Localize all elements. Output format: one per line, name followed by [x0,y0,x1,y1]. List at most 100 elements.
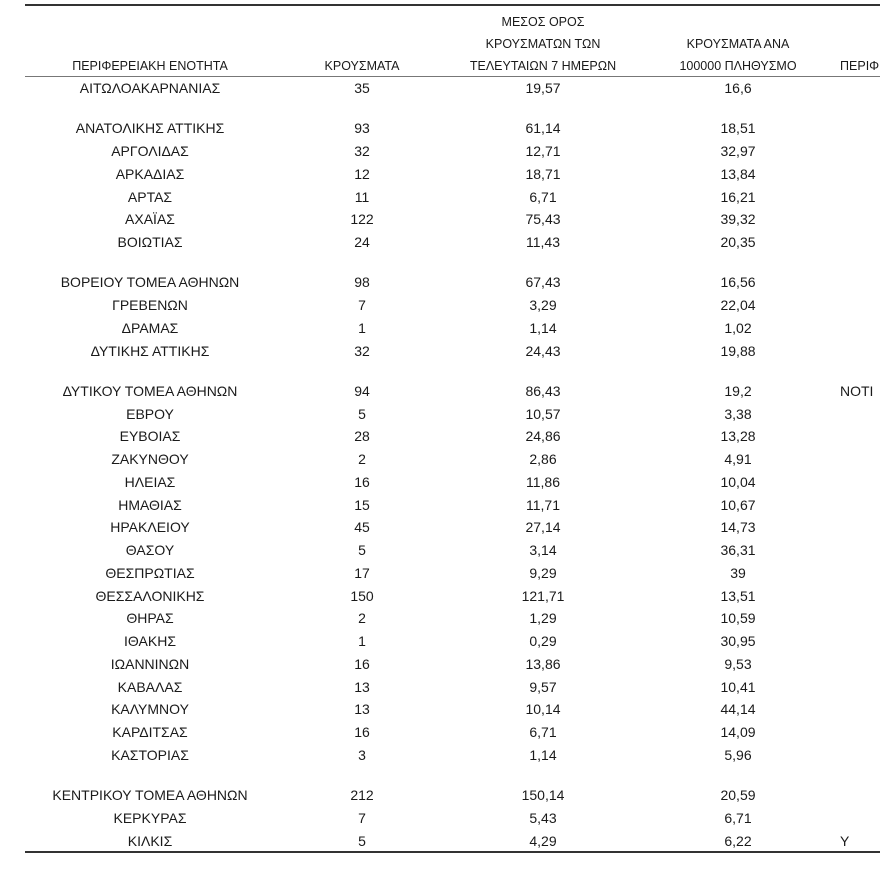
weekly-average: 1,29 [529,610,557,627]
cases-per-100k: 13,84 [720,165,756,182]
cases-per-100k: 20,35 [720,234,756,250]
weekly-average: 12,71 [525,143,561,159]
weekly-average: 10,14 [525,701,561,718]
cases: 32 [354,143,370,159]
cases-per-100k: 6,71 [724,809,752,826]
region-name: ΚΙΛΚΙΣ [127,832,173,849]
weekly-average: 9,57 [529,678,557,695]
weekly-average: 2,86 [529,451,557,467]
weekly-average: 11,71 [526,496,560,513]
cases-per-100k: 36,31 [720,542,756,558]
region-name: ΑΙΤΩΛΟΑΚΑΡΝΑΝΙΑΣ [79,80,221,96]
cases-per-100k: 4,91 [724,451,752,467]
cases-per-100k: 14,09 [720,724,756,740]
cases: 150 [350,587,374,604]
top-rule [25,4,880,6]
cases-per-100k: 16,6 [724,80,752,96]
cases-per-100k: 9,53 [724,655,752,672]
cases-per-100k: 19,88 [720,342,756,359]
cases: 93 [354,120,370,137]
cases-per-100k: 13,28 [720,428,756,445]
cases: 98 [354,274,370,291]
weekly-average: 1,14 [529,746,557,763]
region-name: ΙΘΑΚΗΣ [124,633,176,649]
clipped-cell: Υ [840,832,850,849]
column-header: ΚΡΟΥΣΜΑΤΩΝ ΤΩΝ [485,37,601,51]
weekly-average: 150,14 [521,787,565,803]
weekly-average: 86,43 [525,382,561,399]
cases: 1 [358,319,366,336]
weekly-average: 10,57 [525,405,561,422]
cases-per-100k: 19,2 [724,382,752,399]
region-name: ΕΥΒΟΙΑΣ [119,428,181,445]
cases: 17 [354,564,370,581]
weekly-average: 24,43 [525,342,561,359]
region-name: ΒΟΙΩΤΙΑΣ [117,234,183,250]
region-name: ΚΑΛΥΜΝΟΥ [111,701,189,718]
weekly-average: 0,29 [529,633,557,649]
weekly-average: 5,43 [529,809,557,826]
region-name: ΑΡΓΟΛΙΔΑΣ [111,143,189,159]
region-name: ΕΒΡΟΥ [126,405,174,422]
cases-per-100k: 22,04 [720,297,756,313]
region-name: ΑΝΑΤΟΛΙΚΗΣ ΑΤΤΙΚΗΣ [75,120,225,137]
weekly-average: 3,14 [529,542,557,558]
cases-per-100k: 18,51 [720,120,756,137]
cases-per-100k: 13,51 [720,587,756,604]
clipped-cell: ΝΟΤΙ [840,382,874,399]
cases: 3 [358,746,366,763]
region-name: ΔΥΤΙΚΟΥ ΤΟΜΕΑ ΑΘΗΝΩΝ [62,382,238,399]
cases: 45 [354,519,370,536]
cases: 5 [358,832,366,849]
cases: 13 [354,678,370,695]
cases-per-100k: 39,32 [720,211,756,228]
weekly-average: 61,14 [525,120,561,137]
cases-per-100k: 3,38 [724,405,752,422]
region-name: ΑΧΑΪΑΣ [125,211,175,228]
weekly-average: 13,86 [525,655,561,672]
region-name: ΚΑΒΑΛΑΣ [117,678,183,695]
weekly-average: 4,29 [529,832,557,849]
region-name: ΘΑΣΟΥ [125,542,175,558]
column-header: 100000 ΠΛΗΘΥΣΜΟ [679,59,797,73]
weekly-average: 3,29 [529,297,557,313]
cases: 12 [354,165,370,182]
region-name: ΘΕΣΣΑΛΟΝΙΚΗΣ [95,587,205,604]
weekly-average: 67,43 [525,274,561,291]
column-header: ΠΕΡΙΦΕΡΕΙΑΚΗ ΕΝΟΤΗΤΑ [72,59,228,73]
region-name: ΚΕΝΤΡΙΚΟΥ ΤΟΜΕΑ ΑΘΗΝΩΝ [52,787,248,803]
region-name: ΒΟΡΕΙΟΥ ΤΟΜΕΑ ΑΘΗΝΩΝ [60,274,240,291]
cases-per-100k: 14,73 [720,519,756,536]
cases-per-100k: 32,97 [720,143,756,159]
cases: 16 [354,473,370,490]
cases: 16 [354,655,370,672]
cases: 16 [354,724,370,740]
column-header: ΠΕΡΙΦ [840,59,880,73]
cases: 94 [354,382,370,399]
cases: 35 [354,80,370,96]
weekly-average: 9,29 [529,564,557,581]
cases: 1 [358,633,366,649]
cases-per-100k: 5,96 [724,746,752,763]
cases-per-100k: 20,59 [720,787,756,803]
region-name: ΑΡΤΑΣ [127,188,173,205]
weekly-average: 27,14 [525,519,561,536]
column-header: ΜΕΣΟΣ ΟΡΟΣ [501,15,585,29]
cases: 7 [358,809,366,826]
cases-per-100k: 6,22 [724,832,752,849]
region-name: ΑΡΚΑΔΙΑΣ [115,165,185,182]
cases-per-100k: 1,02 [724,319,752,336]
region-name: ΚΑΣΤΟΡΙΑΣ [111,746,189,763]
column-header: ΤΕΛΕΥΤΑΙΩΝ 7 ΗΜΕΡΩΝ [469,59,617,73]
weekly-average: 11,86 [526,473,560,490]
region-name: ΓΡΕΒΕΝΩΝ [112,297,188,313]
cases: 5 [358,542,366,558]
cases: 7 [358,297,366,313]
cases-per-100k: 39 [730,564,746,581]
region-name: ΗΡΑΚΛΕΙΟΥ [110,519,190,536]
cases-per-100k: 10,59 [720,610,756,627]
region-name: ΗΛΕΙΑΣ [124,473,176,490]
cases: 13 [354,701,370,718]
weekly-average: 75,43 [525,211,561,228]
